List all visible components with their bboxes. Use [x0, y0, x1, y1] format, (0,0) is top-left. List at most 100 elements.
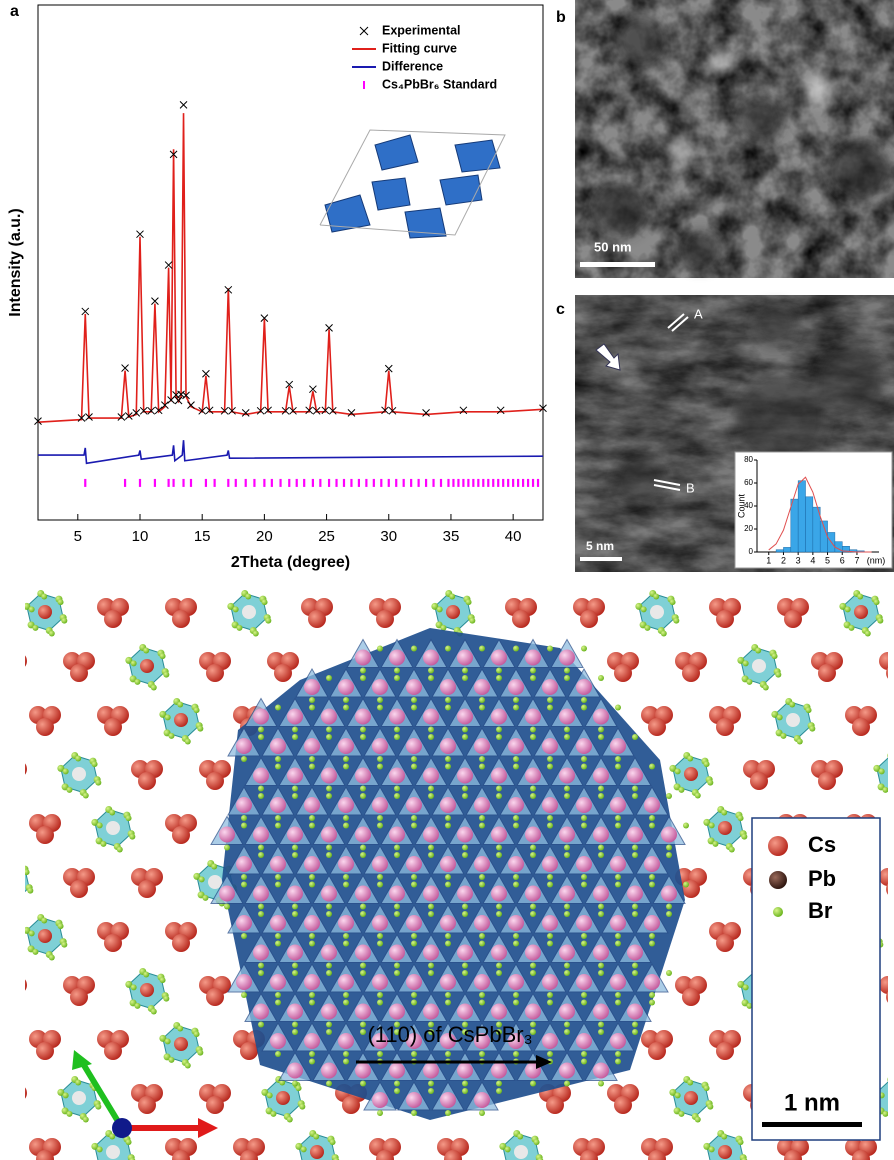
structure-atom	[275, 1000, 281, 1006]
x-axis-title: (nm)	[867, 555, 886, 565]
structure-atom	[598, 793, 604, 799]
structure-atom	[343, 764, 349, 770]
structure-atom	[632, 1022, 638, 1028]
structure-atom	[547, 705, 553, 711]
structure-atom	[542, 1033, 558, 1049]
structure-atom	[445, 823, 451, 829]
structure-atom	[581, 823, 587, 829]
structure-atom	[474, 915, 490, 931]
structure-atom	[682, 664, 700, 682]
structure-atom	[394, 852, 400, 858]
structure-atom	[729, 847, 735, 853]
structure-atom	[670, 599, 676, 605]
structure-atom	[525, 827, 541, 843]
structure-atom	[236, 974, 252, 990]
structure-atom	[0, 863, 29, 900]
structure-atom	[309, 764, 315, 770]
structure-atom	[445, 697, 451, 703]
structure-atom	[275, 764, 281, 770]
structure-atom	[542, 797, 558, 813]
structure-atom	[360, 786, 366, 792]
structure-atom	[377, 874, 383, 880]
structure-atom	[564, 963, 570, 969]
structure-atom	[72, 1091, 86, 1105]
structure-atom	[508, 915, 524, 931]
structure-atom	[716, 718, 734, 736]
structure-atom	[321, 886, 337, 902]
structure-atom	[343, 933, 349, 939]
structure-atom	[610, 797, 626, 813]
structure-atom	[376, 610, 394, 628]
structure-atom	[253, 886, 269, 902]
structure-atom	[70, 880, 88, 898]
structure-atom	[389, 709, 405, 725]
structure-atom	[236, 915, 252, 931]
structure-atom	[661, 631, 667, 637]
structure-atom	[0, 1084, 13, 1102]
scale-bar	[580, 262, 655, 267]
structure-atom	[496, 734, 502, 740]
structure-atom	[479, 697, 485, 703]
structure-atom	[449, 593, 455, 599]
structure-atom	[423, 650, 439, 666]
structure-atom	[777, 714, 783, 720]
structure-atom	[165, 714, 171, 720]
structure-atom	[360, 1081, 366, 1087]
structure-atom	[496, 852, 502, 858]
structure-atom	[309, 815, 315, 821]
scale-bar	[762, 1122, 862, 1127]
structure-atom	[75, 1079, 81, 1085]
structure-atom	[564, 904, 570, 910]
structure-atom	[326, 911, 332, 917]
structure-atom	[474, 974, 490, 990]
structure-atom	[440, 1092, 456, 1108]
structure-atom	[627, 886, 643, 902]
structure-atom	[342, 1096, 360, 1114]
structure-atom	[513, 992, 519, 998]
data-point	[122, 365, 129, 372]
structure-atom	[275, 756, 281, 762]
structure-atom	[304, 679, 320, 695]
structure-atom	[440, 797, 456, 813]
structure-atom	[496, 786, 502, 792]
structure-atom	[445, 882, 451, 888]
structure-atom	[649, 941, 655, 947]
structure-atom	[258, 845, 264, 851]
structure-atom	[491, 709, 507, 725]
structure-atom	[138, 1096, 156, 1114]
structure-atom	[445, 815, 451, 821]
structure-atom	[0, 652, 13, 670]
structure-atom	[194, 707, 200, 713]
structure-atom	[525, 650, 541, 666]
structure-atom	[581, 756, 587, 762]
structure-atom	[809, 726, 815, 732]
structure-atom	[241, 815, 247, 821]
structure-atom	[496, 793, 502, 799]
structure-atom	[632, 904, 638, 910]
structure-atom	[479, 764, 485, 770]
structure-atom	[682, 988, 700, 1006]
structure-atom	[673, 618, 679, 624]
structure-atom	[649, 992, 655, 998]
structure-atom	[377, 705, 383, 711]
structure-atom	[661, 886, 677, 902]
structure-atom	[709, 1146, 715, 1152]
structure-atom	[440, 915, 456, 931]
structure-atom	[389, 1063, 405, 1079]
structure-atom	[559, 886, 575, 902]
structure-atom	[632, 1029, 638, 1035]
structure-atom	[593, 709, 609, 725]
structure-atom	[428, 727, 434, 733]
marker-label: B	[686, 480, 695, 495]
structure-atom	[649, 815, 655, 821]
structure-atom	[267, 1092, 273, 1098]
structure-atom	[411, 815, 417, 821]
structure-atom	[275, 823, 281, 829]
structure-atom	[394, 845, 400, 851]
structure-atom	[479, 823, 485, 829]
structure-atom	[428, 904, 434, 910]
x-tick-label: 10	[132, 528, 149, 545]
x-tick-label: 2	[781, 555, 786, 565]
structure-atom	[750, 772, 768, 790]
structure-atom	[564, 852, 570, 858]
